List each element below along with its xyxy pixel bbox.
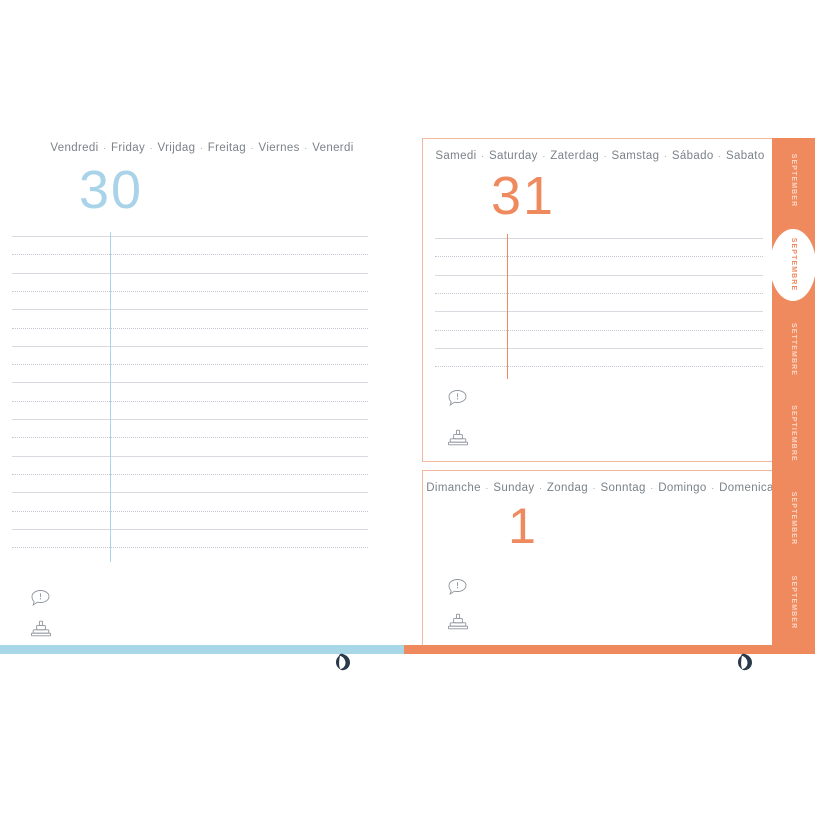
speech-bubble-icon[interactable] bbox=[445, 386, 471, 412]
rule-line-dotted bbox=[12, 290, 368, 292]
month-tab-5[interactable]: SEPTEMBER bbox=[772, 561, 815, 646]
rule-line-solid bbox=[435, 274, 763, 276]
day-name-it: Domenica bbox=[719, 482, 774, 494]
rule-line-solid bbox=[12, 309, 368, 311]
day-name-separator: · bbox=[663, 150, 668, 161]
day-number-1: 1 bbox=[508, 498, 538, 554]
day-name-separator: · bbox=[603, 150, 607, 161]
margin-rule-vertical bbox=[507, 234, 508, 379]
rule-line-dotted bbox=[435, 329, 763, 331]
day-block-sunday: Dimanche · Sunday · Zondag · Sonntag · D… bbox=[422, 470, 778, 651]
stamp-icon[interactable] bbox=[28, 618, 54, 644]
rule-line-dotted bbox=[12, 547, 368, 549]
day-name-es: Viernes bbox=[258, 142, 300, 154]
rule-line-dotted bbox=[12, 510, 368, 512]
speech-bubble-icon[interactable] bbox=[28, 586, 54, 612]
month-tab-2[interactable]: SETTEMBRE bbox=[772, 307, 815, 392]
rule-line-dotted bbox=[435, 366, 763, 368]
day-name-nl: Zondag bbox=[546, 482, 588, 494]
day-name-separator: · bbox=[103, 142, 107, 153]
day-name-separator: · bbox=[711, 482, 715, 493]
rule-line-solid bbox=[435, 238, 763, 239]
day-name-separator: · bbox=[304, 142, 308, 153]
left-page-friday: Vendredi · Friday · Vrijdag · Freitag · … bbox=[0, 0, 404, 645]
footer-bar-orange bbox=[404, 645, 815, 654]
rule-line-dotted bbox=[12, 364, 368, 366]
day-name-es: Domingo bbox=[658, 482, 707, 494]
stamp-icon[interactable] bbox=[445, 427, 471, 453]
rule-line-solid bbox=[12, 492, 368, 494]
day-name-es: Sábado bbox=[671, 150, 714, 162]
day-name-en: Saturday bbox=[488, 150, 538, 162]
day-name-separator: · bbox=[250, 142, 254, 153]
active-tab-oval bbox=[770, 228, 815, 301]
rule-line-dotted bbox=[12, 473, 368, 475]
leaf-logo-icon bbox=[734, 650, 758, 674]
rule-line-solid bbox=[12, 419, 368, 420]
rule-line-dotted bbox=[12, 254, 368, 256]
rule-line-solid bbox=[12, 345, 368, 347]
day-number-30: 30 bbox=[78, 160, 144, 220]
rule-line-dotted bbox=[12, 327, 368, 329]
rule-line-dotted bbox=[435, 256, 763, 258]
day-name-separator: · bbox=[149, 142, 153, 153]
rule-line-solid bbox=[12, 528, 368, 530]
day-name-de: Freitag bbox=[207, 142, 247, 154]
footer-bar-blue bbox=[0, 645, 404, 654]
month-tab-4[interactable]: SEPTEMBER bbox=[772, 476, 815, 561]
rule-line-solid bbox=[435, 311, 763, 313]
rule-line-dotted bbox=[12, 437, 368, 439]
month-tab-0[interactable]: SEPTEMBER bbox=[772, 138, 815, 223]
day-header-sunday: Dimanche · Sunday · Zondag · Sonntag · D… bbox=[423, 482, 777, 494]
month-tab-3[interactable]: SEPTIEMBRE bbox=[772, 392, 815, 477]
day-name-en: Sunday bbox=[493, 482, 535, 494]
speech-bubble-icon[interactable] bbox=[445, 575, 471, 601]
day-name-separator: · bbox=[650, 482, 654, 493]
rule-line-solid bbox=[12, 236, 368, 237]
margin-rule-vertical bbox=[110, 232, 111, 562]
day-name-nl: Vrijdag bbox=[157, 142, 196, 154]
day-name-separator: · bbox=[199, 142, 204, 153]
day-name-separator: · bbox=[485, 482, 489, 493]
day-name-it: Sabato bbox=[726, 150, 765, 162]
right-page: Samedi · Saturday · Zaterdag · Samstag ·… bbox=[404, 0, 815, 651]
rule-line-solid bbox=[12, 382, 368, 384]
month-tab-label: SEPTEMBER bbox=[790, 491, 797, 545]
month-tab-label: SEPTEMBER bbox=[790, 153, 797, 207]
day-name-fr: Dimanche bbox=[426, 482, 481, 494]
day-name-separator: · bbox=[538, 482, 543, 493]
month-tab-label: SEPTIEMBRE bbox=[790, 405, 798, 463]
writing-lines-saturday[interactable] bbox=[435, 234, 763, 379]
rule-line-solid bbox=[12, 455, 368, 457]
day-number-31: 31 bbox=[490, 166, 556, 226]
day-name-fr: Vendredi bbox=[50, 142, 99, 154]
month-tab-1-active[interactable]: SEPTEMBRE bbox=[770, 223, 815, 308]
stamp-icon[interactable] bbox=[445, 611, 471, 637]
day-name-separator: · bbox=[542, 150, 546, 161]
day-name-it: Venerdi bbox=[312, 142, 354, 154]
day-name-fr: Samedi bbox=[435, 150, 477, 162]
month-tab-label: SEPTEMBER bbox=[790, 576, 797, 630]
rule-line-dotted bbox=[435, 292, 763, 294]
month-tab-label: SETTEMBRE bbox=[790, 322, 798, 376]
month-tab-label: SEPTEMBRE bbox=[790, 238, 797, 292]
day-block-saturday: Samedi · Saturday · Zaterdag · Samstag ·… bbox=[422, 138, 778, 462]
rule-line-solid bbox=[12, 272, 368, 274]
leaf-logo-icon bbox=[332, 650, 356, 674]
rule-line-solid bbox=[435, 347, 763, 349]
day-name-separator: · bbox=[592, 482, 596, 493]
day-name-nl: Zaterdag bbox=[550, 150, 600, 162]
month-tab-strip: SEPTEMBER SEPTEMBRE SETTEMBRE SEPTIEMBRE… bbox=[770, 138, 815, 646]
writing-lines-friday[interactable] bbox=[12, 232, 368, 562]
day-name-de: Sonntag bbox=[600, 482, 646, 494]
day-name-de: Samstag bbox=[611, 150, 660, 162]
day-name-en: Friday bbox=[111, 142, 146, 154]
day-header-saturday: Samedi · Saturday · Zaterdag · Samstag ·… bbox=[423, 150, 777, 162]
day-name-separator: · bbox=[481, 150, 485, 161]
day-name-separator: · bbox=[718, 150, 722, 161]
rule-line-dotted bbox=[12, 400, 368, 402]
day-header-friday: Vendredi · Friday · Vrijdag · Freitag · … bbox=[0, 142, 404, 154]
